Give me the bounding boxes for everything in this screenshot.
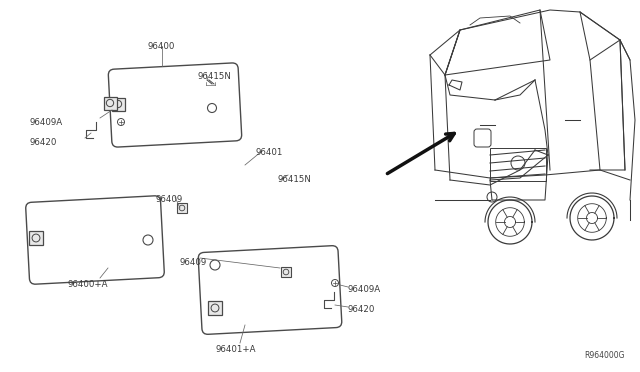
Text: 96409: 96409 xyxy=(155,195,182,204)
Text: 96420: 96420 xyxy=(348,305,376,314)
Text: 96415N: 96415N xyxy=(198,72,232,81)
Bar xyxy=(208,301,222,315)
Text: 96401: 96401 xyxy=(255,148,282,157)
Text: 96415N: 96415N xyxy=(278,175,312,184)
Bar xyxy=(177,203,187,213)
Text: 96400+A: 96400+A xyxy=(68,280,109,289)
Bar xyxy=(490,148,546,181)
Bar xyxy=(29,231,43,245)
Text: R964000G: R964000G xyxy=(584,351,625,360)
Text: 96409A: 96409A xyxy=(30,118,63,127)
Text: 96420: 96420 xyxy=(30,138,58,147)
Text: 96409A: 96409A xyxy=(348,285,381,294)
Text: 96401+A: 96401+A xyxy=(215,345,255,354)
Text: 96409: 96409 xyxy=(180,258,207,267)
Text: 96400: 96400 xyxy=(148,42,175,51)
Bar xyxy=(111,97,125,110)
Bar xyxy=(281,267,291,277)
Bar xyxy=(104,96,116,109)
